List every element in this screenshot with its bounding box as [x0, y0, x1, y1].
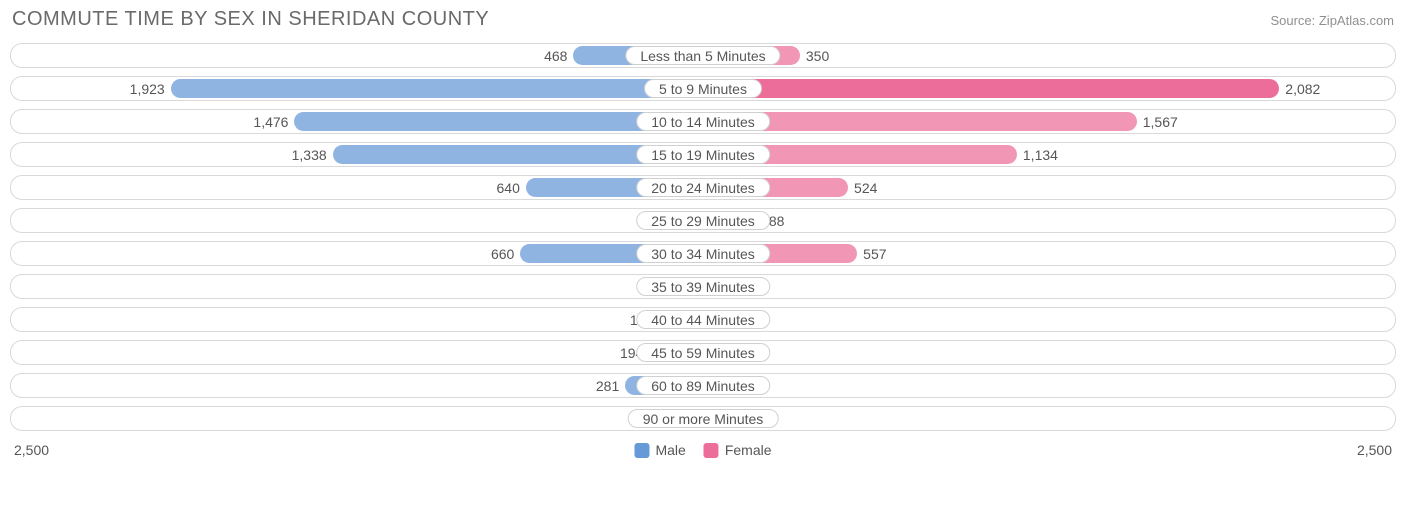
category-pill: 30 to 34 Minutes: [636, 244, 770, 263]
male-value: 1,923: [130, 77, 171, 100]
female-half: 188: [703, 209, 1395, 232]
diverging-bar-chart: 468 350 Less than 5 Minutes 1,923 2,082 5 to …: [10, 43, 1396, 431]
category-pill: 45 to 59 Minutes: [636, 343, 770, 362]
male-bar: [171, 79, 703, 98]
male-value: 660: [491, 242, 520, 265]
bar-row: 1012690 or more Minutes: [10, 406, 1396, 431]
bar-row: 1,476 1,567 10 to 14 Minutes: [10, 109, 1396, 134]
male-half: 158: [11, 308, 703, 331]
legend-male: Male: [634, 442, 685, 458]
male-half: 1,923: [11, 77, 703, 100]
axis-max-left: 2,500: [14, 442, 49, 458]
female-half: 557: [703, 242, 1395, 265]
male-half: 640: [11, 176, 703, 199]
female-half: 1,567: [703, 110, 1395, 133]
male-half: 1,476: [11, 110, 703, 133]
male-half: 194: [11, 341, 703, 364]
category-pill: 90 or more Minutes: [628, 409, 779, 428]
bar-row: 1585740 to 44 Minutes: [10, 307, 1396, 332]
category-pill: 20 to 24 Minutes: [636, 178, 770, 197]
male-half: 468: [11, 44, 703, 67]
bar-row: 281 8160 to 89 Minutes: [10, 373, 1396, 398]
male-value: 1,338: [292, 143, 333, 166]
male-half: 73: [11, 209, 703, 232]
female-half: 81: [703, 374, 1395, 397]
male-value: 640: [497, 176, 526, 199]
bar-row: 468 350 Less than 5 Minutes: [10, 43, 1396, 68]
female-value: 1,567: [1137, 110, 1178, 133]
female-half: 57: [703, 308, 1395, 331]
female-half: 524: [703, 176, 1395, 199]
female-value: 1,134: [1017, 143, 1058, 166]
male-half: 1,338: [11, 143, 703, 166]
chart-source: Source: ZipAtlas.com: [1270, 13, 1394, 28]
chart-title: COMMUTE TIME BY SEX IN SHERIDAN COUNTY: [12, 8, 489, 31]
category-pill: 35 to 39 Minutes: [636, 277, 770, 296]
female-value: 524: [848, 176, 877, 199]
bar-row: 1,923 2,082 5 to 9 Minutes: [10, 76, 1396, 101]
bar-row: 7318825 to 29 Minutes: [10, 208, 1396, 233]
legend-female: Female: [704, 442, 772, 458]
category-pill: Less than 5 Minutes: [625, 46, 780, 65]
male-half: 97: [11, 275, 703, 298]
legend-female-label: Female: [725, 442, 772, 458]
female-value: 2,082: [1279, 77, 1320, 100]
category-pill: 10 to 14 Minutes: [636, 112, 770, 131]
axis-max-right: 2,500: [1357, 442, 1392, 458]
chart-header: COMMUTE TIME BY SEX IN SHERIDAN COUNTY S…: [10, 8, 1396, 31]
category-pill: 60 to 89 Minutes: [636, 376, 770, 395]
male-swatch-icon: [634, 443, 649, 458]
female-half: 350: [703, 44, 1395, 67]
category-pill: 25 to 29 Minutes: [636, 211, 770, 230]
female-half: 1,134: [703, 143, 1395, 166]
male-value: 1,476: [253, 110, 294, 133]
male-half: 101: [11, 407, 703, 430]
bar-row: 660 557 30 to 34 Minutes: [10, 241, 1396, 266]
female-half: 21: [703, 341, 1395, 364]
legend-male-label: Male: [655, 442, 685, 458]
category-pill: 40 to 44 Minutes: [636, 310, 770, 329]
bar-row: 640 524 20 to 24 Minutes: [10, 175, 1396, 200]
female-half: 2,082: [703, 77, 1395, 100]
bar-row: 972235 to 39 Minutes: [10, 274, 1396, 299]
male-value: 468: [544, 44, 573, 67]
female-bar: [703, 79, 1279, 98]
female-swatch-icon: [704, 443, 719, 458]
female-half: 22: [703, 275, 1395, 298]
female-value: 557: [857, 242, 886, 265]
male-half: 281: [11, 374, 703, 397]
female-value: 350: [800, 44, 829, 67]
category-pill: 5 to 9 Minutes: [644, 79, 762, 98]
legend: Male Female: [634, 442, 771, 458]
male-value: 281: [596, 374, 625, 397]
category-pill: 15 to 19 Minutes: [636, 145, 770, 164]
female-half: 26: [703, 407, 1395, 430]
bar-row: 1942145 to 59 Minutes: [10, 340, 1396, 365]
chart-footer: 2,500 Male Female 2,500: [10, 439, 1396, 461]
bar-row: 1,338 1,134 15 to 19 Minutes: [10, 142, 1396, 167]
male-half: 660: [11, 242, 703, 265]
